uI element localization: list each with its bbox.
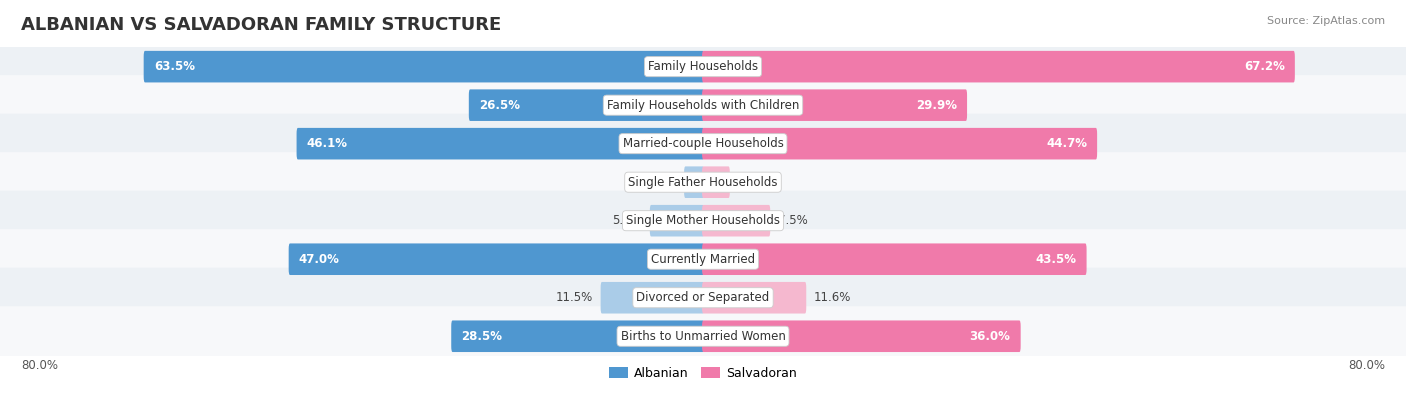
FancyBboxPatch shape: [143, 51, 704, 83]
FancyBboxPatch shape: [600, 282, 704, 314]
FancyBboxPatch shape: [685, 166, 704, 198]
Text: Births to Unmarried Women: Births to Unmarried Women: [620, 330, 786, 343]
FancyBboxPatch shape: [0, 268, 1406, 328]
FancyBboxPatch shape: [0, 114, 1406, 174]
FancyBboxPatch shape: [650, 205, 704, 237]
FancyBboxPatch shape: [0, 75, 1406, 135]
Text: 46.1%: 46.1%: [307, 137, 347, 150]
Text: 11.6%: 11.6%: [814, 291, 851, 304]
Text: 28.5%: 28.5%: [461, 330, 502, 343]
FancyBboxPatch shape: [451, 320, 704, 352]
FancyBboxPatch shape: [0, 37, 1406, 97]
Text: Family Households: Family Households: [648, 60, 758, 73]
Text: 44.7%: 44.7%: [1046, 137, 1087, 150]
Text: 29.9%: 29.9%: [915, 99, 957, 112]
Text: 47.0%: 47.0%: [299, 253, 340, 266]
Text: Source: ZipAtlas.com: Source: ZipAtlas.com: [1267, 16, 1385, 26]
Text: Single Mother Households: Single Mother Households: [626, 214, 780, 227]
FancyBboxPatch shape: [702, 282, 806, 314]
Legend: Albanian, Salvadoran: Albanian, Salvadoran: [605, 362, 801, 385]
Text: 63.5%: 63.5%: [153, 60, 195, 73]
Text: 2.9%: 2.9%: [737, 176, 768, 189]
Text: Family Households with Children: Family Households with Children: [607, 99, 799, 112]
Text: 7.5%: 7.5%: [778, 214, 807, 227]
Text: 43.5%: 43.5%: [1035, 253, 1077, 266]
Text: Divorced or Separated: Divorced or Separated: [637, 291, 769, 304]
FancyBboxPatch shape: [702, 166, 730, 198]
FancyBboxPatch shape: [288, 243, 704, 275]
FancyBboxPatch shape: [702, 51, 1295, 83]
FancyBboxPatch shape: [702, 89, 967, 121]
Text: 2.0%: 2.0%: [647, 176, 676, 189]
FancyBboxPatch shape: [702, 243, 1087, 275]
FancyBboxPatch shape: [0, 152, 1406, 212]
Text: 5.9%: 5.9%: [613, 214, 643, 227]
Text: 80.0%: 80.0%: [1348, 359, 1385, 372]
FancyBboxPatch shape: [702, 128, 1097, 160]
FancyBboxPatch shape: [0, 229, 1406, 289]
FancyBboxPatch shape: [702, 320, 1021, 352]
Text: Married-couple Households: Married-couple Households: [623, 137, 783, 150]
Text: ALBANIAN VS SALVADORAN FAMILY STRUCTURE: ALBANIAN VS SALVADORAN FAMILY STRUCTURE: [21, 16, 502, 34]
Text: 26.5%: 26.5%: [479, 99, 520, 112]
FancyBboxPatch shape: [702, 205, 770, 237]
FancyBboxPatch shape: [0, 191, 1406, 251]
Text: 67.2%: 67.2%: [1244, 60, 1285, 73]
Text: Currently Married: Currently Married: [651, 253, 755, 266]
Text: Single Father Households: Single Father Households: [628, 176, 778, 189]
Text: 11.5%: 11.5%: [555, 291, 593, 304]
Text: 36.0%: 36.0%: [970, 330, 1011, 343]
FancyBboxPatch shape: [0, 306, 1406, 366]
FancyBboxPatch shape: [297, 128, 704, 160]
Text: 80.0%: 80.0%: [21, 359, 58, 372]
FancyBboxPatch shape: [468, 89, 704, 121]
